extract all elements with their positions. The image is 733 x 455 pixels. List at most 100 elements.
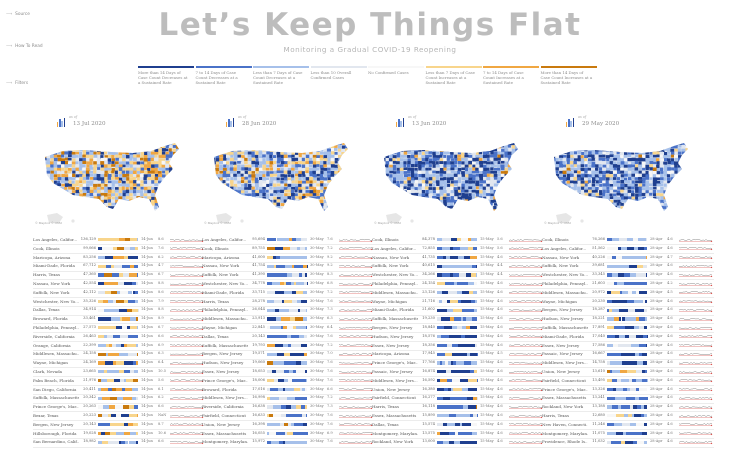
table-row[interactable]: Cook, Illinois 89,755 30-May 7.2 xyxy=(202,246,374,254)
sparkline xyxy=(338,282,373,286)
table-row[interactable]: Suffolk, Massachusetts 19,793 30-May 7.2 xyxy=(202,343,374,351)
table-row[interactable]: Montgomery, Marylan... 15,972 30-May 7.6 xyxy=(202,439,374,447)
table-row[interactable]: Riverside, California 16,638 30-May 7.3 xyxy=(202,404,374,412)
table-row[interactable]: Suffolk, New York 41,390 30-May 8.3 xyxy=(202,272,374,280)
table-row[interactable]: Cook, Illinois 99,066 14-Jun 7.6 xyxy=(33,246,205,254)
table-row[interactable]: Prince George's, Mar... 20,263 14-Jun 6.6 xyxy=(33,404,205,412)
county-cell xyxy=(301,157,305,162)
county-cell xyxy=(125,143,129,145)
table-row[interactable]: Nassau, New York 41,754 30-May 9.2 xyxy=(202,263,374,271)
table-row[interactable]: Westchester, New Yo... 35,326 14-Jun 7.9 xyxy=(33,299,205,307)
table-row[interactable]: Cook, Illinois 84,378 15-May 5.6 xyxy=(372,237,544,245)
county-choropleth-map[interactable] xyxy=(372,137,544,227)
table-row[interactable]: Wayne, Michigan 24,169 14-Jun 6.4 xyxy=(33,360,205,368)
legend-item[interactable]: More than 14 Days of Case Count Increase… xyxy=(540,66,597,96)
table-row[interactable]: Broward, Florida 17,016 30-May 6.6 xyxy=(202,387,374,395)
table-row[interactable]: Bergen, New Jersey 19,571 30-May 7.0 xyxy=(202,351,374,359)
table-row[interactable]: Maricopa, Arizona 83,256 14-Jun 6.2 xyxy=(33,255,205,263)
table-row[interactable]: Hudson, New Jersey 18,576 15-May 4.6 xyxy=(372,334,544,342)
table-row[interactable]: Suffolk, New York 42,112 14-Jun 8.6 xyxy=(33,290,205,298)
table-row[interactable]: Riverside, California 26,463 14-Jun 6.6 xyxy=(33,334,205,342)
table-row[interactable]: Westchester, New Yo... 34,778 30-May 6.8 xyxy=(202,281,374,289)
table-row[interactable]: Prince George's, Mar... 17,766 15-May 4.6 xyxy=(372,360,544,368)
table-row[interactable]: Essex, New Jersey 18,053 30-May 7.6 xyxy=(202,369,374,377)
table-row[interactable]: Miami-Dade, Florida 67,712 14-Jun 4.7 xyxy=(33,263,205,271)
table-row[interactable]: Essex, New Jersey 18,356 15-May 4.6 xyxy=(372,343,544,351)
table-row[interactable]: Middlesex, Massachu... 24,158 14-Jun 6.3 xyxy=(33,351,205,359)
county-choropleth-map[interactable] xyxy=(542,137,714,227)
table-row[interactable]: Maricopa, Arizona 17,945 15-May 4.5 xyxy=(372,351,544,359)
table-row[interactable]: Hudson, New Jersey 19,060 30-May 7.6 xyxy=(202,360,374,368)
sidebar-link-how-to-read[interactable]: ⟶ How To Read xyxy=(6,44,43,49)
table-row[interactable]: Middlesex, New Jers... 16,998 30-May 7.2 xyxy=(202,395,374,403)
table-row[interactable]: Bergen, New Jersey 20,143 14-Jun 8.7 xyxy=(33,422,205,430)
table-row[interactable]: Philadelphia, Pennsyl... 27,573 14-Jun 6.7 xyxy=(33,325,205,333)
table-row[interactable]: Suffolk, New York 40,615 15-May 4.4 xyxy=(372,263,544,271)
table-row[interactable]: Middlesex, Massachu... 23,913 30-May 6.3 xyxy=(202,316,374,324)
table-row[interactable]: San Bernardino, Calif... 18,982 14-Jun 6.6 xyxy=(33,439,205,447)
sparkline-trend xyxy=(169,247,204,250)
legend-item[interactable]: Less than 10 Overall Confirmed Cases xyxy=(310,66,367,96)
table-row[interactable]: Wayne, Michigan 22,845 30-May 6.4 xyxy=(202,325,374,333)
county-choropleth-map[interactable] xyxy=(202,137,374,227)
county-choropleth-map[interactable] xyxy=(33,137,205,227)
county-cell xyxy=(482,154,487,159)
table-row[interactable]: Nassau, New York 42,554 14-Jun 8.8 xyxy=(33,281,205,289)
table-row[interactable]: Montgomery, Marylan... 13,575 15-May 4.6 xyxy=(372,431,544,439)
table-row[interactable]: Passaic, New Jersey 16,874 15-May 4.6 xyxy=(372,369,544,377)
table-row[interactable]: Essex, Massachusetts 16,055 30-May 6.9 xyxy=(202,431,374,439)
table-row[interactable]: Wayne, Michigan 21,716 15-May 4.6 xyxy=(372,299,544,307)
table-row[interactable]: Los Angeles, Califor... 95,694 30-May 7.6 xyxy=(202,237,374,245)
table-row[interactable]: Harris, Texas 47,360 14-Jun 6.7 xyxy=(33,272,205,280)
table-row[interactable]: Los Angeles, Califor... 136,129 14-Jun 8.6 xyxy=(33,237,205,245)
table-row[interactable]: Dallas, Texas 34,914 14-Jun 8.8 xyxy=(33,307,205,315)
table-row[interactable]: Middlesex, Massachu... 23,126 15-May 4.6 xyxy=(372,290,544,298)
table-row[interactable]: Middlesex, New Jers... 16,592 15-May 4.6 xyxy=(372,378,544,386)
county-cell xyxy=(161,164,166,169)
table-row[interactable]: Clark, Nevada 23,665 14-Jun 10.5 xyxy=(33,369,205,377)
legend-item[interactable]: 7 to 14 Days of Case Count Increases at … xyxy=(483,66,539,96)
county-cell xyxy=(313,189,317,193)
legend-item[interactable]: No Confirmed Cases xyxy=(368,66,424,96)
table-row[interactable]: Union, New Jersey 16,380 15-May 4.6 xyxy=(372,387,544,395)
table-row[interactable]: Bexar, Texas 20,223 14-Jun NaN xyxy=(33,413,205,421)
table-row[interactable]: Broward, Florida 33,461 14-Jun 8.9 xyxy=(33,316,205,324)
table-row[interactable]: Westchester, New Yo... 34,266 15-May 4.4 xyxy=(372,272,544,280)
table-row[interactable]: Philadelphia, Pennsyl... 26,044 30-May 7.3 xyxy=(202,307,374,315)
table-row[interactable]: Orange, California 22,399 14-Jun 6.9 xyxy=(33,343,205,351)
table-row[interactable]: San Diego, California 20,411 14-Jun 6.1 xyxy=(33,387,205,395)
table-row[interactable]: Miami-Dade, Florida 33,715 30-May 7.2 xyxy=(202,290,374,298)
table-row[interactable]: Nassau, New York 41,735 15-May 4.6 xyxy=(372,255,544,263)
table-row[interactable]: Hillsborough, Florida 19,028 14-Jun 10.6 xyxy=(33,431,205,439)
legend-item[interactable]: More than 14 Days of Case Count Decrease… xyxy=(138,66,194,96)
county-cell xyxy=(396,209,400,211)
sidebar-link-filters[interactable]: ⟶ Filters xyxy=(6,81,29,86)
legend-item[interactable]: Less than 7 Days of Case Count Decreases… xyxy=(253,66,309,96)
county-cell xyxy=(624,167,628,171)
table-row[interactable]: Harris, Texas 28,278 30-May 7.6 xyxy=(202,299,374,307)
table-row[interactable]: Suffolk, Massachusetts 19,230 15-May 4.6 xyxy=(372,316,544,324)
county-cell xyxy=(609,143,614,145)
legend-item[interactable]: 7 to 14 Days of Case Count Decreases at … xyxy=(195,66,252,96)
table-row[interactable]: Dallas, Texas 15,574 15-May 4.6 xyxy=(372,422,544,430)
table-row[interactable]: Los Angeles, Califor... 72,855 15-May 5.6 xyxy=(372,246,544,254)
table-row[interactable]: Essex, Massachusetts 15,890 15-May 4.6 xyxy=(372,413,544,421)
table-row[interactable]: Fairfield, Connecticut 16,633 30-May 7.6 xyxy=(202,413,374,421)
table-row[interactable]: Bergen, New Jersey 18,840 15-May 4.6 xyxy=(372,325,544,333)
table-row[interactable]: Miami-Dade, Florida 21,602 15-May 4.6 xyxy=(372,307,544,315)
legend-item[interactable]: Less than 7 Days of Case Count Increases… xyxy=(425,66,482,96)
table-row[interactable]: Philadelphia, Pennsyl... 24,154 15-May 4.6 xyxy=(372,281,544,289)
county-cell xyxy=(294,199,299,203)
table-row[interactable]: Maricopa, Arizona 41,000 30-May 9.2 xyxy=(202,255,374,263)
table-row[interactable]: Suffolk, Massachusetts 20,342 14-Jun 6.2 xyxy=(33,395,205,403)
sidebar-link-source[interactable]: ⟶ Source xyxy=(6,12,30,17)
table-row[interactable]: Fairfield, Connecticut 16,277 15-May 4.6 xyxy=(372,395,544,403)
table-row[interactable]: Harris, Texas 16,118 15-May 4.6 xyxy=(372,404,544,412)
table-row[interactable]: Palm Beach, Florida 21,976 14-Jun 5.6 xyxy=(33,378,205,386)
county-cell xyxy=(233,170,237,174)
table-row[interactable]: Rockland, New York 13,000 15-May 4.6 xyxy=(372,439,544,447)
table-row[interactable]: Prince George's, Mar... 18,006 30-May 7.6 xyxy=(202,378,374,386)
table-row[interactable]: Union, New Jersey 16,398 30-May 7.6 xyxy=(202,422,374,430)
trend-segment xyxy=(287,317,291,321)
table-row[interactable]: Dallas, Texas 20,143 30-May 7.6 xyxy=(202,334,374,342)
